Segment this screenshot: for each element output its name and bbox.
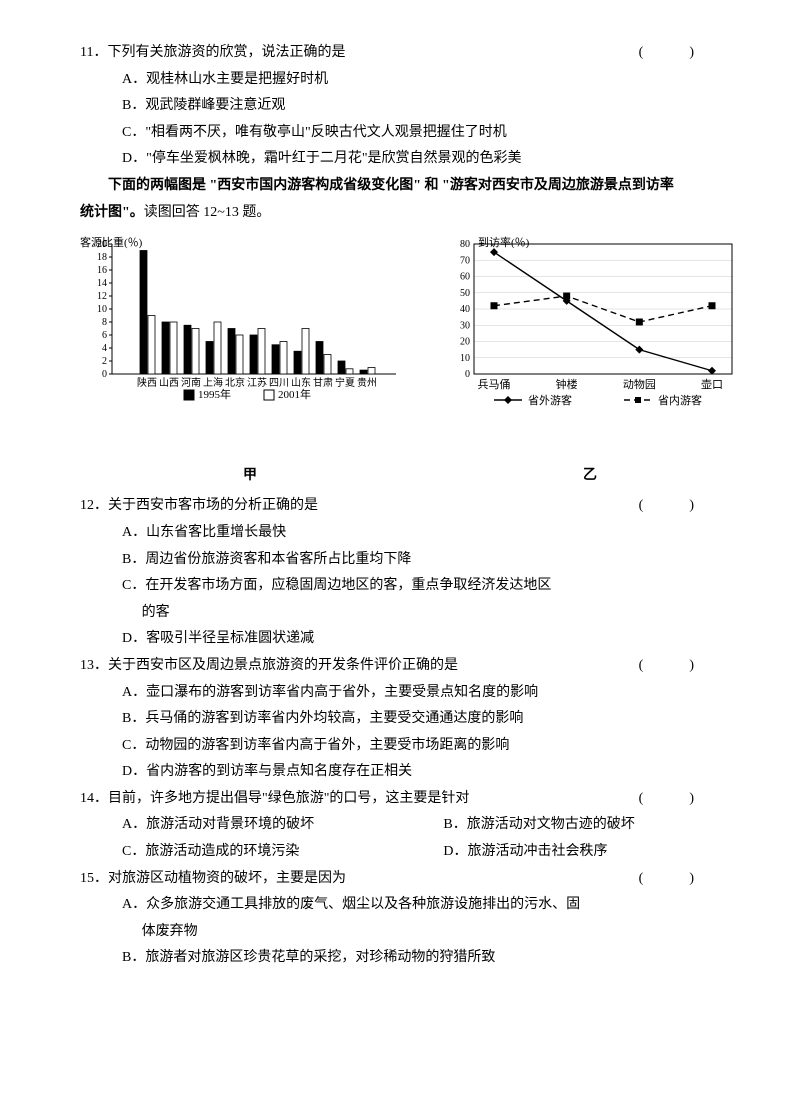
svg-text:30: 30 bbox=[460, 320, 470, 331]
q12-paren: ( ) bbox=[639, 493, 740, 520]
q15-stem: 15． 对旅游区动植物资的破坏，主要是因为 ( ) bbox=[80, 866, 740, 893]
svg-text:70: 70 bbox=[460, 255, 470, 266]
q14-row2: C．旅游活动造成的环境污染 D．旅游活动冲击社会秩序 bbox=[80, 839, 740, 866]
svg-text:到访率(％): 到访率(％) bbox=[478, 236, 530, 249]
q15-text: 对旅游区动植物资的破坏，主要是因为 bbox=[108, 866, 346, 893]
q11-opt-c: C．"相看两不厌，唯有敬亭山"反映古代文人观景把握住了时机 bbox=[80, 120, 740, 147]
q12-num: 12． bbox=[80, 493, 108, 520]
svg-text:40: 40 bbox=[460, 304, 470, 315]
svg-text:50: 50 bbox=[460, 288, 470, 299]
chart-intro-line2: 统计图"。读图回答 12~13 题。 bbox=[80, 200, 740, 227]
svg-text:四川: 四川 bbox=[269, 378, 289, 389]
svg-text:壶口: 壶口 bbox=[701, 377, 723, 391]
svg-text:省外游客: 省外游客 bbox=[528, 393, 572, 407]
svg-text:0: 0 bbox=[465, 369, 470, 380]
chart-jia-label: 甲 bbox=[243, 463, 257, 490]
svg-text:2001年: 2001年 bbox=[278, 387, 311, 401]
q13-num: 13． bbox=[80, 653, 108, 680]
svg-text:4: 4 bbox=[102, 343, 107, 354]
q14-opt-b: B．旅游活动对文物古迹的破坏 bbox=[443, 812, 634, 839]
q11-paren: ( ) bbox=[639, 40, 740, 67]
svg-text:20: 20 bbox=[97, 239, 107, 250]
chart-labels: 甲 乙 bbox=[80, 463, 760, 490]
q14-num: 14． bbox=[80, 786, 108, 813]
svg-text:10: 10 bbox=[460, 353, 470, 364]
svg-text:山西: 山西 bbox=[159, 377, 179, 389]
q14-opt-d: D．旅游活动冲击社会秩序 bbox=[443, 839, 607, 866]
svg-text:2: 2 bbox=[102, 356, 107, 367]
svg-text:甘肃: 甘肃 bbox=[313, 376, 333, 389]
q13-opt-b: B．兵马俑的游客到访率省内外均较高，主要受交通通达度的影响 bbox=[80, 706, 740, 733]
intro-bold1: 下面的两幅图是 "西安市国内游客构成省级变化图" 和 "游客对西安市及周边旅游景… bbox=[108, 178, 674, 193]
svg-text:20: 20 bbox=[460, 337, 470, 348]
q11-opt-b: B．观武陵群峰要注意近观 bbox=[80, 93, 740, 120]
chart-jia-svg: 客源比重(％) 0 2 4 6 8 10 12 14 16 18 20 陕西山西河南上海北京江苏四川山东… bbox=[80, 236, 420, 446]
svg-text:贵州: 贵州 bbox=[357, 376, 377, 389]
q11-opt-a: A．观桂林山水主要是把握好时机 bbox=[80, 67, 740, 94]
q14-row1: A．旅游活动对背景环境的破坏 B．旅游活动对文物古迹的破坏 bbox=[80, 812, 740, 839]
q11-stem: 11． 下列有关旅游资的欣赏，说法正确的是 ( ) bbox=[80, 40, 740, 67]
q15-num: 15． bbox=[80, 866, 108, 893]
q13-paren: ( ) bbox=[639, 653, 740, 680]
chart-yi-label: 乙 bbox=[583, 463, 597, 490]
q11-opt-d: D．"停车坐爱枫林晚，霜叶红于二月花"是欣赏自然景观的色彩美 bbox=[80, 146, 740, 173]
svg-text:上海: 上海 bbox=[203, 376, 223, 389]
svg-text:16: 16 bbox=[97, 265, 107, 276]
svg-text:6: 6 bbox=[102, 330, 107, 341]
svg-text:14: 14 bbox=[97, 278, 107, 289]
q14-paren: ( ) bbox=[639, 786, 740, 813]
svg-text:1995年: 1995年 bbox=[198, 387, 231, 401]
svg-text:0: 0 bbox=[102, 369, 107, 380]
svg-text:10: 10 bbox=[97, 304, 107, 315]
svg-text:北京: 北京 bbox=[225, 376, 245, 389]
charts-row: 客源比重(％) 0 2 4 6 8 10 12 14 16 18 20 陕西山西河南上海北京江苏四川山东… bbox=[80, 236, 740, 457]
svg-text:宁夏: 宁夏 bbox=[335, 376, 355, 389]
chart-jia: 客源比重(％) 0 2 4 6 8 10 12 14 16 18 20 陕西山西河南上海北京江苏四川山东… bbox=[80, 236, 420, 457]
q12-text: 关于西安市客市场的分析正确的是 bbox=[108, 493, 318, 520]
svg-text:陕西: 陕西 bbox=[137, 376, 157, 389]
q13-text: 关于西安市区及周边景点旅游资的开发条件评价正确的是 bbox=[108, 653, 458, 680]
svg-text:60: 60 bbox=[460, 272, 470, 283]
svg-text:动物园: 动物园 bbox=[623, 377, 656, 391]
svg-text:客源比重(％): 客源比重(％) bbox=[80, 236, 143, 249]
q15-opt-a2: 体废弃物 bbox=[80, 919, 740, 946]
q14-opt-c: C．旅游活动造成的环境污染 bbox=[122, 839, 443, 866]
q14-stem: 14． 目前，许多地方提出倡导"绿色旅游"的口号，这主要是针对 ( ) bbox=[80, 786, 740, 813]
svg-text:江苏: 江苏 bbox=[247, 376, 267, 389]
q11-num: 11． bbox=[80, 40, 107, 67]
q12-opt-a: A．山东省客比重增长最快 bbox=[80, 520, 740, 547]
q12-opt-c2: 的客 bbox=[80, 600, 740, 627]
svg-text:8: 8 bbox=[102, 317, 107, 328]
q12-opt-c: C．在开发客市场方面，应稳固周边地区的客，重点争取经济发达地区 bbox=[80, 573, 740, 600]
q13-opt-d: D．省内游客的到访率与景点知名度存在正相关 bbox=[80, 759, 740, 786]
q15-paren: ( ) bbox=[639, 866, 740, 893]
svg-text:兵马俑: 兵马俑 bbox=[478, 377, 511, 391]
q13-opt-c: C．动物园的游客到访率省内高于省外，主要受市场距离的影响 bbox=[80, 733, 740, 760]
svg-text:18: 18 bbox=[97, 252, 107, 263]
svg-text:12: 12 bbox=[97, 291, 107, 302]
svg-text:山东: 山东 bbox=[291, 376, 311, 389]
chart-intro-line1: 下面的两幅图是 "西安市国内游客构成省级变化图" 和 "游客对西安市及周边旅游景… bbox=[80, 173, 740, 200]
svg-text:河南: 河南 bbox=[181, 376, 201, 389]
chart-yi: 到访率(％) 0 10 20 30 40 50 60 70 80 兵马俑 钟楼 动物园 壶口省外游客 省内游… bbox=[440, 236, 770, 457]
q15-opt-a: A．众多旅游交通工具排放的废气、烟尘以及各种旅游设施排出的污水、固 bbox=[80, 892, 740, 919]
svg-text:80: 80 bbox=[460, 239, 470, 250]
chart-yi-svg: 到访率(％) 0 10 20 30 40 50 60 70 80 兵马俑 钟楼 动物园 壶口省外游客 省内游… bbox=[440, 236, 770, 446]
q15-opt-b: B．旅游者对旅游区珍贵花草的采挖，对珍稀动物的狩猎所致 bbox=[80, 945, 740, 972]
q13-stem: 13． 关于西安市区及周边景点旅游资的开发条件评价正确的是 ( ) bbox=[80, 653, 740, 680]
intro-bold2: 统计图"。 bbox=[80, 205, 144, 220]
q12-opt-d: D．客吸引半径呈标准圆状递减 bbox=[80, 626, 740, 653]
q11-text: 下列有关旅游资的欣赏，说法正确的是 bbox=[107, 40, 345, 67]
svg-text:省内游客: 省内游客 bbox=[658, 393, 702, 407]
q13-opt-a: A．壶口瀑布的游客到访率省内高于省外，主要受景点知名度的影响 bbox=[80, 680, 740, 707]
q14-text: 目前，许多地方提出倡导"绿色旅游"的口号，这主要是针对 bbox=[108, 786, 469, 813]
q12-stem: 12． 关于西安市客市场的分析正确的是 ( ) bbox=[80, 493, 740, 520]
intro-normal: 读图回答 12~13 题。 bbox=[144, 205, 271, 220]
q12-opt-b: B．周边省份旅游资客和本省客所占比重均下降 bbox=[80, 547, 740, 574]
svg-text:钟楼: 钟楼 bbox=[556, 377, 578, 391]
q14-opt-a: A．旅游活动对背景环境的破坏 bbox=[122, 812, 443, 839]
